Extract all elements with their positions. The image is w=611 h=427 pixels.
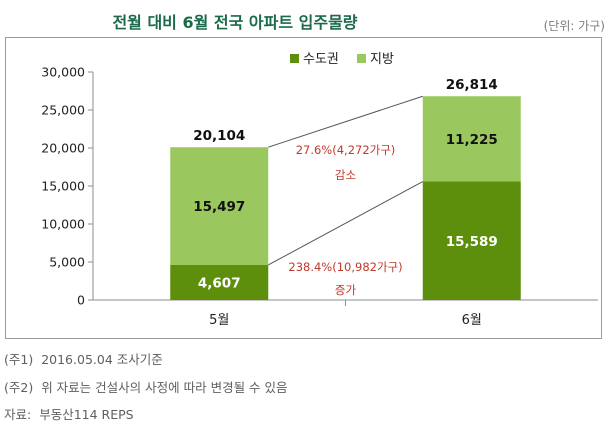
data-label-regional: 15,497 — [193, 199, 245, 215]
legend-label: 지방 — [370, 52, 394, 67]
legend-swatch — [357, 54, 366, 63]
bar-segment-capital — [422, 181, 521, 300]
y-tick-label: 30,000 — [41, 65, 85, 80]
y-tick-label: 25,000 — [41, 103, 85, 118]
note-2: (주2) 위 자료는 건설사의 사정에 따라 변경될 수 있음 — [4, 377, 288, 396]
connector-line-total — [268, 95, 423, 148]
note-source-text: 부동산114 REPS — [39, 407, 134, 422]
bar-segment-regional — [422, 96, 521, 182]
y-tick-label: 5,000 — [49, 255, 85, 270]
y-tick-label: 20,000 — [41, 141, 85, 156]
data-label-regional: 11,225 — [446, 132, 498, 148]
stacked-bar-chart: 0 5,000 10,000 15,000 20,000 25,000 30,000 4,60… — [41, 52, 598, 328]
total-label: 20,104 — [193, 128, 245, 144]
legend-swatch — [290, 54, 299, 63]
note-2-label: (주2) — [4, 380, 34, 395]
chart-title: 전월 대비 6월 전국 아파트 입주물량 — [112, 13, 358, 32]
note-source: 자료: 부동산114 REPS — [4, 404, 134, 423]
bar-segment-regional — [170, 147, 269, 265]
change-annotation-word: 감소 — [335, 168, 356, 182]
note-1-text: 2016.05.04 조사기준 — [41, 352, 163, 367]
data-label-capital: 15,589 — [446, 234, 498, 250]
change-annotation: 27.6%(4,272가구) — [296, 143, 396, 157]
connector-line-capital — [268, 181, 423, 266]
change-annotation-word: 증가 — [335, 283, 357, 297]
bar-segment-capital — [170, 264, 269, 300]
unit-label: (단위: 가구) — [543, 19, 605, 33]
y-tick-label: 15,000 — [41, 179, 85, 194]
change-annotation: 238.4%(10,982가구) — [288, 260, 402, 274]
legend-label: 수도권 — [303, 52, 339, 67]
data-label-capital: 4,607 — [198, 275, 241, 291]
note-2-text: 위 자료는 건설사의 사정에 따라 변경될 수 있음 — [41, 380, 288, 395]
x-category-label: 5월 — [209, 313, 229, 328]
y-tick-label: 0 — [77, 293, 85, 308]
note-1-label: (주1) — [4, 352, 34, 367]
note-source-label: 자료: — [4, 407, 32, 422]
total-label: 26,814 — [446, 77, 498, 93]
note-1: (주1) 2016.05.04 조사기준 — [4, 349, 163, 368]
y-tick-label: 10,000 — [41, 217, 85, 232]
chart-frame: 0 5,000 10,000 15,000 20,000 25,000 30,000 4,60… — [5, 37, 602, 339]
x-category-label: 6월 — [462, 313, 482, 328]
